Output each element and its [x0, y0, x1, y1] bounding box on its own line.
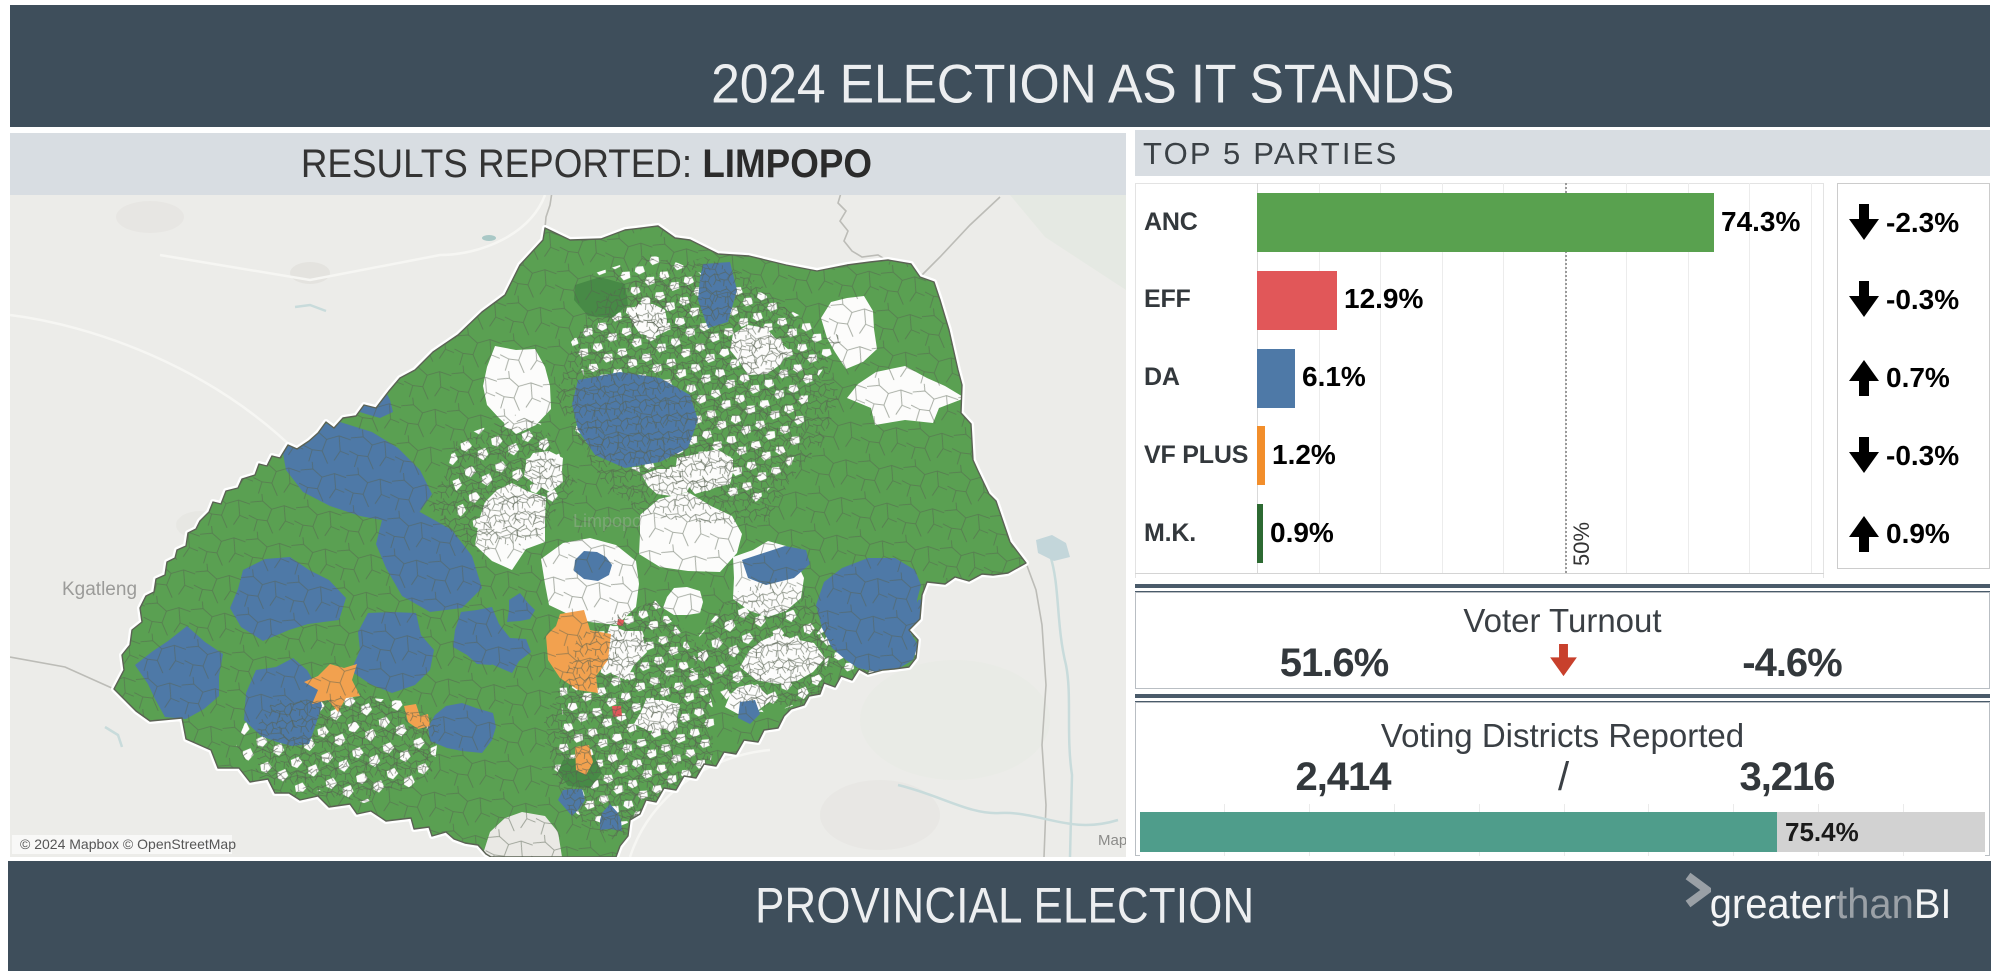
svg-text:Mapu: Mapu: [1098, 832, 1126, 849]
svg-text:Kgatleng: Kgatleng: [62, 579, 137, 600]
svg-text:© 2024 Mapbox © OpenStreetMap: © 2024 Mapbox © OpenStreetMap: [20, 836, 236, 852]
svg-text:Limpopo: Limpopo: [573, 511, 642, 531]
